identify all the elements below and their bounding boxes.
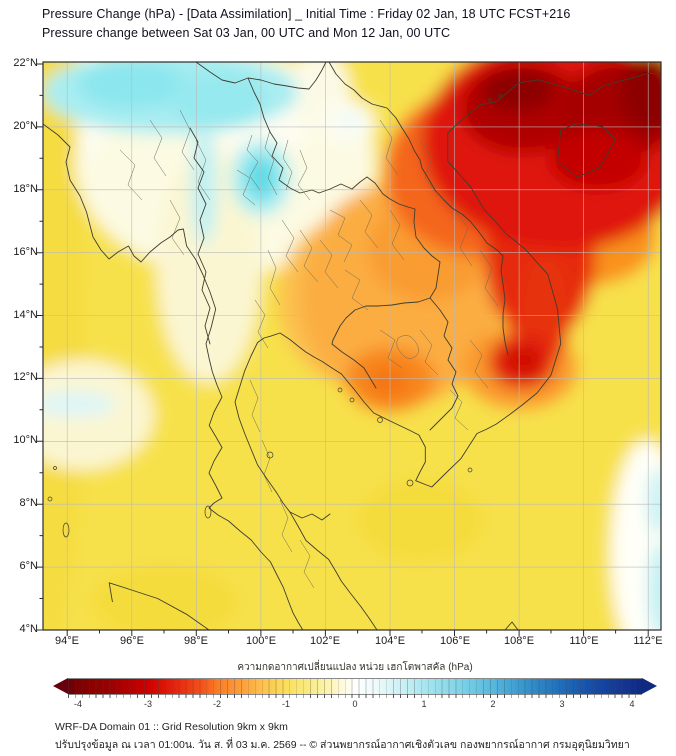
lat-label-4n: 4°N	[19, 623, 38, 635]
lon-label-100e: 100°E	[245, 635, 277, 647]
map-frame	[37, 61, 662, 636]
lon-label-106e: 106°E	[439, 635, 471, 647]
graticule-grid	[43, 62, 661, 630]
lat-label-22n: 22°N	[13, 57, 38, 69]
page-subtitle: Pressure change between Sat 03 Jan, 00 U…	[42, 26, 451, 40]
bottom-axis-ticks	[66, 630, 649, 636]
lat-label-18n: 18°N	[13, 183, 38, 195]
lon-label-94e: 94°E	[55, 635, 79, 647]
colorbar-tick-1: 1	[421, 699, 427, 709]
lat-label-12n: 12°N	[13, 371, 38, 383]
colorbar-left-arrow	[53, 678, 68, 694]
colorbar-gradient	[68, 678, 642, 695]
province-boundaries	[119, 109, 499, 589]
lon-label-102e: 102°E	[309, 635, 341, 647]
colorbar-tick-2: 2	[490, 699, 496, 709]
lat-label-16n: 16°N	[13, 246, 38, 258]
colorbar-ticks	[68, 694, 642, 698]
lon-label-96e: 96°E	[120, 635, 144, 647]
colorbar-tick--3: -3	[143, 699, 152, 709]
footer-domain-info: WRF-DA Domain 01 :: Grid Resolution 9km …	[55, 721, 288, 733]
lon-label-98e: 98°E	[184, 635, 208, 647]
page-title: Pressure Change (hPa) - [Data Assimilati…	[42, 7, 571, 21]
footer-update-info: ปรับปรุงข้อมูล ณ เวลา 01:00น. วัน ส. ที่…	[55, 739, 630, 751]
pressure-field-layer	[43, 62, 661, 630]
colorbar-tick--4: -4	[73, 699, 82, 709]
lat-label-8n: 8°N	[19, 497, 38, 509]
lat-label-14n: 14°N	[13, 309, 38, 321]
coastline-borders	[43, 62, 661, 630]
colorbar-tick-3: 3	[559, 699, 565, 709]
colorbar-right-arrow	[642, 678, 657, 694]
colorbar-tick-4: 4	[629, 699, 635, 709]
colorbar-tick-0: 0	[352, 699, 358, 709]
colorbar-tick--1: -1	[281, 699, 290, 709]
lon-label-104e: 104°E	[374, 635, 406, 647]
lat-label-6n: 6°N	[19, 560, 38, 572]
lon-label-108e: 108°E	[503, 635, 535, 647]
left-axis-ticks	[37, 63, 43, 631]
lat-label-20n: 20°N	[13, 120, 38, 132]
lon-label-112e: 112°E	[633, 635, 663, 647]
lon-label-110e: 110°E	[569, 635, 599, 647]
islands	[47, 94, 502, 538]
colorbar-tick--2: -2	[212, 699, 221, 709]
lat-label-10n: 10°N	[13, 434, 38, 446]
colorbar-title: ความกดอากาศเปลี่ยนแปลง หน่วย เฮกโตพาสคัล…	[237, 662, 473, 673]
